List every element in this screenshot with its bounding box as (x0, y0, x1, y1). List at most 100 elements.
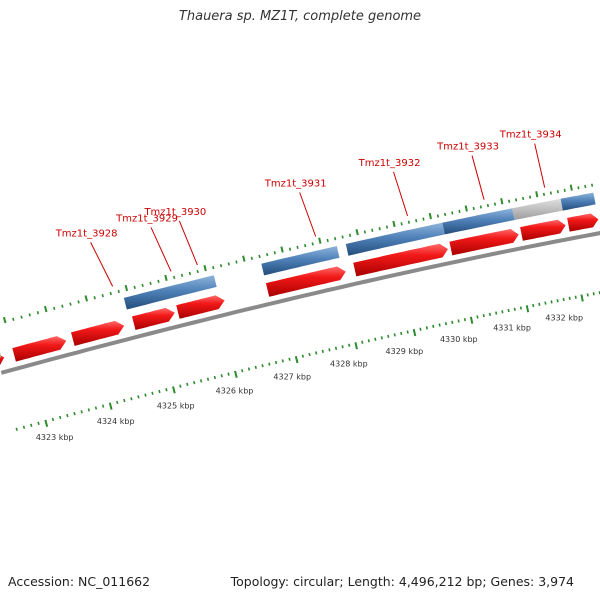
tick-mark (20, 315, 23, 319)
gene-label: Tmz1t_3932 (358, 158, 421, 169)
gene-label-leader (90, 242, 114, 287)
scale-tick (37, 421, 40, 426)
tick-mark (500, 198, 504, 205)
scale-tick (268, 362, 271, 366)
scale-tick (158, 389, 161, 394)
gene-label-leader (393, 171, 409, 217)
accession-label: Accession: NC_011662 (8, 574, 151, 589)
scale-label: 4331 kbp (493, 324, 531, 333)
tick-mark (203, 264, 207, 272)
tick-mark (563, 188, 566, 192)
scale-tick (116, 400, 119, 405)
tick-mark (392, 220, 396, 228)
tick-mark (61, 304, 64, 308)
cds-feature-bar (560, 192, 596, 211)
gene-label: Tmz1t_3928 (55, 228, 118, 239)
scale-label: 4329 kbp (386, 347, 424, 356)
scale-tick (393, 333, 396, 337)
scale-tick (532, 303, 535, 308)
scale-tick (87, 408, 90, 412)
tick-mark (515, 198, 518, 202)
tick-mark (84, 295, 88, 302)
genes-layer (0, 213, 599, 366)
scale-tick (281, 359, 284, 363)
tick-mark (311, 242, 314, 246)
gene-label-leader (471, 155, 485, 200)
tick-mark (385, 225, 389, 229)
tick-mark (149, 281, 152, 285)
scale-tick (469, 316, 474, 324)
accent-layer (0, 352, 2, 358)
cds-feature-bar (345, 222, 445, 256)
tick-mark (400, 222, 403, 226)
scale-tick (165, 388, 168, 392)
tick-mark (577, 186, 580, 190)
scale-label: 4326 kbp (216, 387, 254, 396)
tick-mark (318, 237, 322, 244)
scale-tick (213, 375, 217, 380)
scale-tick (144, 393, 147, 397)
tick-mark (196, 269, 199, 274)
scale-tick (476, 315, 479, 319)
scale-tick (538, 302, 541, 306)
tick-mark (458, 209, 461, 214)
tick-mark (371, 228, 374, 232)
tick-mark (549, 191, 552, 195)
scale-tick (367, 339, 370, 343)
scale-tick (30, 423, 33, 427)
gene-label: Tmz1t_3929 (115, 213, 178, 224)
gene-arrow (12, 336, 67, 362)
tick-mark (479, 205, 482, 209)
scale-tick (241, 369, 244, 373)
tick-mark (451, 211, 454, 215)
gene-arrow (353, 243, 448, 277)
tick-mark (212, 266, 215, 270)
tick-mark (303, 243, 307, 248)
scale-tick (556, 299, 559, 303)
scale-tick (301, 354, 304, 358)
genome-summary: Topology: circular; Length: 4,496,212 bp… (230, 574, 574, 589)
scale-tick (550, 300, 553, 304)
tick-mark (250, 256, 253, 260)
scale-tick (101, 404, 105, 408)
tick-mark (422, 217, 425, 221)
scale-tick (341, 345, 344, 349)
tick-mark (242, 255, 246, 262)
gene-label: Tmz1t_3934 (499, 130, 562, 141)
tick-mark (464, 205, 468, 212)
tick-mark (124, 284, 129, 292)
tick-mark (569, 184, 573, 191)
tick-mark (444, 212, 447, 217)
other-feature-bar (512, 198, 563, 220)
scale-tick (44, 419, 49, 427)
scale-tick (15, 427, 18, 431)
tick-mark (141, 283, 144, 288)
tick-mark (415, 219, 418, 223)
scale-tick (513, 307, 516, 311)
scale-tick (574, 295, 577, 299)
scale-tick (451, 320, 454, 324)
scale-tick (488, 312, 492, 317)
tick-mark (77, 300, 80, 304)
tick-mark (109, 291, 112, 296)
genome-backbone (0, 231, 600, 375)
tick-mark (117, 289, 120, 294)
scale-tick (80, 410, 83, 414)
tick-mark (348, 233, 352, 237)
tick-mark (273, 251, 276, 255)
misc-feature-marker (0, 352, 2, 358)
scale-tick (495, 311, 498, 315)
tick-mark (341, 235, 344, 239)
scale-tick (463, 317, 467, 322)
gene-arrow (567, 213, 599, 232)
scale-tick (151, 391, 154, 395)
cds-feature-bar (123, 275, 217, 310)
tick-mark (288, 247, 292, 251)
tick-mark (12, 317, 15, 321)
tick-mark (180, 273, 184, 278)
scale-tick (94, 406, 98, 410)
scale-tick (51, 417, 55, 422)
ticks-layer (2, 183, 600, 431)
gene-arrow (265, 266, 346, 297)
